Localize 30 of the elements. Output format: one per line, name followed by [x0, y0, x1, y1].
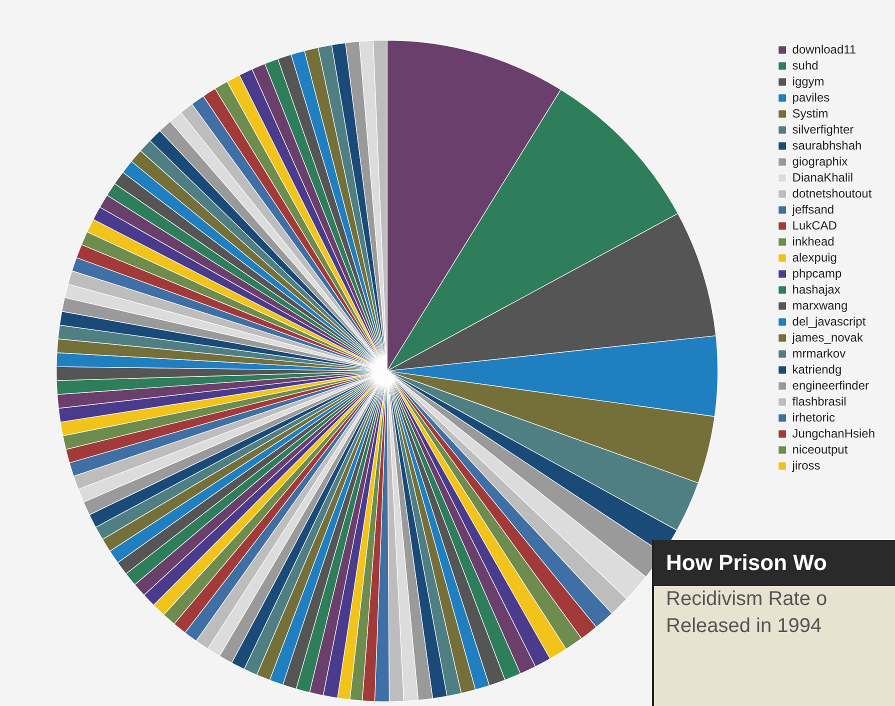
legend-label: marxwang — [792, 298, 848, 312]
legend-label: jeffsand — [791, 202, 834, 216]
legend-label: inkhead — [792, 234, 834, 248]
text: Recidivism Rate o — [665, 587, 828, 612]
legend-label: giographix — [792, 154, 848, 168]
legend-label: engineerfinder — [792, 378, 870, 392]
legend-label: LukCAD — [792, 218, 838, 232]
legend-label: katriendg — [792, 362, 842, 376]
legend-label: alexpuig — [792, 250, 837, 264]
legend-label: JungchanHsieh — [792, 426, 876, 440]
legend-label: del_javascript — [792, 314, 866, 328]
legend-label: jiross — [791, 458, 820, 472]
legend-label: Systim — [792, 106, 828, 120]
legend-label: iggym — [792, 74, 824, 88]
legend-label: download11 — [792, 42, 856, 56]
legend-label: phpcamp — [792, 266, 842, 280]
legend-label: mrmarkov — [792, 346, 846, 360]
text: Released in 1994 — [665, 614, 823, 639]
legend-label: dotnetshoutout — [792, 186, 872, 200]
legend-label: DianaKhalil — [792, 170, 853, 184]
legend-label: saurabhshah — [792, 138, 862, 152]
legend-label: hashajax — [792, 282, 840, 296]
legend-label: irhetoric — [792, 410, 835, 424]
legend-label: suhd — [792, 58, 818, 72]
legend-label: paviles — [792, 90, 830, 104]
text: How Prison Wo — [654, 540, 895, 586]
legend-label: james_novak — [791, 330, 864, 344]
legend-label: niceoutput — [792, 442, 848, 456]
legend-label: silverfighter — [792, 122, 854, 136]
legend-label: flashbrasil — [792, 394, 846, 408]
